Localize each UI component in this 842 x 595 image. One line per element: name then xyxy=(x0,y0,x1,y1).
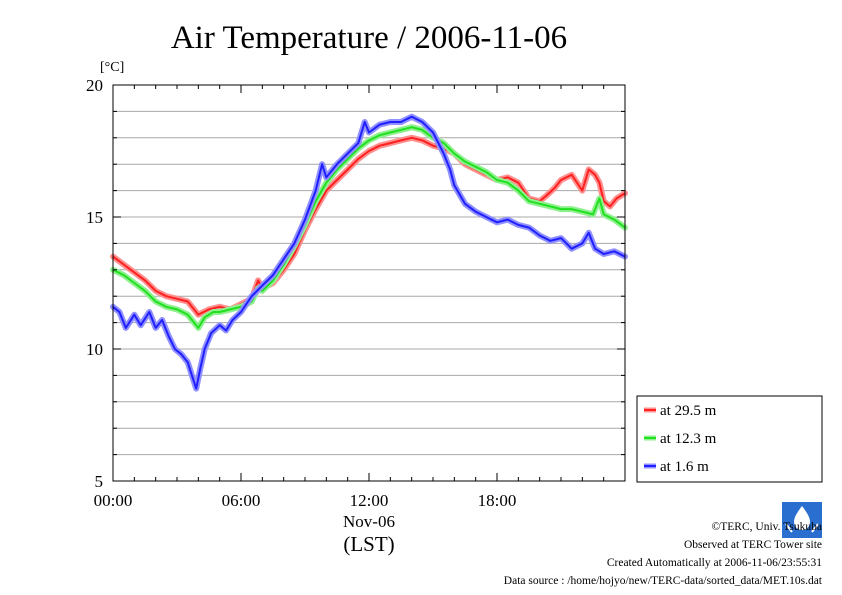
terc-logo xyxy=(782,502,822,538)
legend-box xyxy=(636,395,823,483)
series-layer xyxy=(110,113,628,392)
x-date-label: Nov-06 xyxy=(343,512,395,531)
series-line-2 xyxy=(112,126,626,329)
series-line-3 xyxy=(112,115,626,390)
grid-lines xyxy=(113,110,625,456)
x-tick-label: 00:00 xyxy=(94,491,133,510)
footer-site: Observed at TERC Tower site xyxy=(683,539,822,551)
legend-label: at 1.6 m xyxy=(660,459,709,475)
x-tick-labels: 00:00 06:00 12:00 18:00 xyxy=(94,491,517,510)
series-line-1 xyxy=(112,136,626,316)
legend-label: at 12.3 m xyxy=(660,431,717,447)
footer-copyright: ©TERC, Univ. Tsukuba xyxy=(711,521,822,533)
y-tick-label: 10 xyxy=(86,340,103,359)
y-tick-label: 20 xyxy=(86,76,103,95)
x-tick-label: 12:00 xyxy=(350,491,389,510)
y-unit-label: [°C] xyxy=(100,60,124,75)
x-tick-label: 18:00 xyxy=(478,491,517,510)
y-tick-label: 15 xyxy=(86,208,103,227)
x-timezone-label: (LST) xyxy=(343,532,394,556)
axis-ticks xyxy=(112,84,626,482)
y-tick-label: 5 xyxy=(95,472,104,491)
footer-created: Created Automatically at 2006-11-06/23:5… xyxy=(606,557,822,569)
footer-source: Data source : /home/hojyo/new/TERC-data/… xyxy=(503,575,822,587)
legend-label: at 29.5 m xyxy=(660,403,717,419)
legend: at 29.5 m at 12.3 m at 1.6 m xyxy=(636,395,823,483)
series-band-3 xyxy=(110,113,628,392)
x-tick-label: 06:00 xyxy=(222,491,261,510)
plot-frame xyxy=(112,84,626,482)
y-tick-labels: 5 10 15 20 xyxy=(86,76,103,491)
chart-title: Air Temperature / 2006-11-06 xyxy=(171,20,567,56)
series-band-2 xyxy=(110,124,628,331)
